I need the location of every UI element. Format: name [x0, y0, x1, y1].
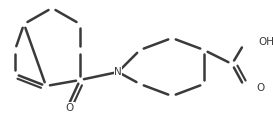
- Text: O: O: [256, 83, 264, 93]
- Text: N: N: [114, 67, 122, 77]
- Text: O: O: [66, 103, 74, 113]
- Text: OH: OH: [258, 37, 273, 47]
